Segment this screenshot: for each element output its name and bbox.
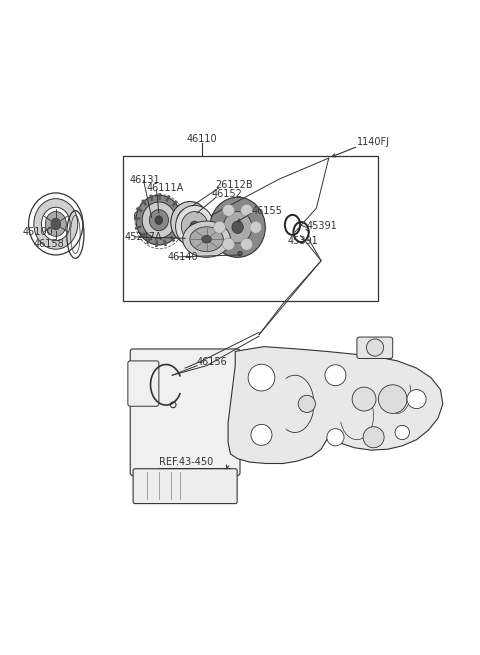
Circle shape (238, 251, 242, 256)
Circle shape (325, 365, 346, 386)
Circle shape (352, 387, 376, 411)
Ellipse shape (250, 221, 262, 233)
Ellipse shape (223, 238, 235, 250)
Circle shape (327, 428, 344, 446)
FancyBboxPatch shape (133, 469, 237, 504)
Ellipse shape (34, 198, 78, 250)
Text: 1140FJ: 1140FJ (357, 138, 390, 147)
Ellipse shape (155, 216, 163, 225)
Ellipse shape (29, 193, 83, 255)
Text: 45247A: 45247A (124, 232, 162, 242)
Text: 46131: 46131 (129, 175, 160, 185)
Ellipse shape (223, 204, 235, 216)
Ellipse shape (41, 207, 70, 240)
FancyBboxPatch shape (128, 361, 159, 406)
Ellipse shape (190, 227, 223, 252)
Ellipse shape (176, 205, 214, 248)
Ellipse shape (210, 197, 265, 257)
Circle shape (298, 395, 315, 413)
Text: 46140: 46140 (168, 252, 198, 262)
Circle shape (251, 424, 272, 445)
Circle shape (395, 425, 409, 440)
Circle shape (248, 364, 275, 391)
Text: 46155: 46155 (252, 206, 283, 215)
FancyBboxPatch shape (130, 349, 240, 476)
FancyBboxPatch shape (357, 337, 393, 358)
Text: REF.43-450: REF.43-450 (159, 457, 213, 467)
Text: 46158: 46158 (34, 239, 64, 249)
Text: 45391: 45391 (307, 221, 337, 231)
Ellipse shape (190, 221, 199, 232)
Bar (123, 156, 378, 301)
Text: 46152: 46152 (211, 189, 242, 199)
Circle shape (363, 427, 384, 448)
Text: 26112B: 26112B (215, 180, 253, 191)
Circle shape (378, 384, 407, 413)
Ellipse shape (183, 221, 230, 257)
Text: 46110: 46110 (187, 134, 217, 144)
Ellipse shape (240, 204, 252, 216)
Circle shape (407, 390, 426, 409)
Ellipse shape (177, 208, 203, 237)
Ellipse shape (45, 212, 66, 236)
Ellipse shape (51, 218, 60, 230)
Polygon shape (228, 346, 443, 464)
Circle shape (366, 339, 384, 356)
Text: 46111A: 46111A (147, 183, 184, 193)
Text: 45391: 45391 (288, 236, 318, 246)
Ellipse shape (149, 210, 168, 231)
Text: 46156: 46156 (196, 357, 227, 367)
Ellipse shape (232, 221, 243, 233)
Ellipse shape (214, 221, 226, 233)
Text: 45100: 45100 (23, 227, 54, 237)
Ellipse shape (142, 202, 176, 238)
Ellipse shape (223, 212, 252, 243)
Ellipse shape (181, 212, 208, 241)
Ellipse shape (240, 238, 252, 250)
Ellipse shape (136, 195, 182, 245)
Ellipse shape (202, 235, 211, 243)
Ellipse shape (171, 202, 209, 244)
Ellipse shape (185, 217, 195, 228)
